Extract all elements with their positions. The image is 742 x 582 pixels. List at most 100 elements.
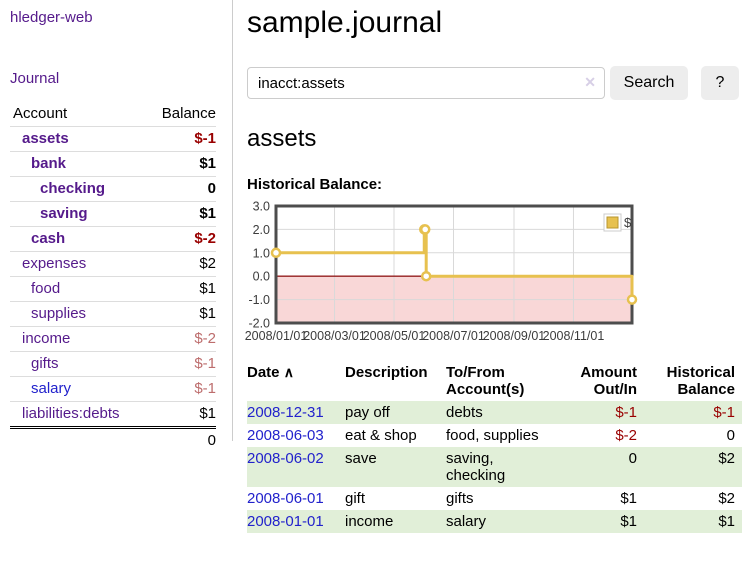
transaction-accounts: debts (446, 404, 483, 421)
chart-y-tick-label: 0.0 (253, 270, 270, 284)
search-button[interactable]: Search (610, 66, 688, 100)
sidebar-item-journal[interactable]: Journal (10, 70, 60, 87)
transaction-date-link[interactable]: 2008-06-01 (247, 490, 324, 507)
transaction-amount: 0 (628, 450, 637, 467)
transaction-description: pay off (345, 404, 390, 421)
chart-border (274, 204, 634, 325)
register-table-body: 2008-12-31 pay off debts $-1 $-1 2008-06-03 ea… (247, 401, 742, 533)
accounts-table-header: Account Balance (10, 102, 216, 127)
transaction-amount: $-1 (615, 404, 637, 421)
register-header-row: Date ∧ Description To/From Account(s) Am… (247, 361, 742, 401)
main-content: sample.journal ✕ Search ? assets Histori… (245, 0, 742, 533)
account-link[interactable]: checking (40, 180, 106, 197)
transaction-description: gift (345, 490, 366, 507)
chart-label: Historical Balance: (247, 176, 383, 193)
account-balance: $-1 (145, 376, 216, 402)
transaction-date-link[interactable]: 2008-01-01 (247, 513, 324, 530)
register-header-accounts: To/From Account(s) (446, 364, 525, 398)
chart-y-tick-label: 3.0 (253, 200, 270, 214)
account-link[interactable]: supplies (31, 305, 87, 322)
account-balance: $1 (145, 301, 216, 327)
transaction-date-link[interactable]: 2008-12-31 (247, 404, 324, 421)
account-row: food $1 (10, 276, 216, 302)
account-balance: $-2 (145, 326, 216, 352)
transaction-date-link[interactable]: 2008-06-02 (247, 450, 324, 467)
register-header-date[interactable]: Date ∧ (247, 364, 294, 381)
transaction-row: 2008-12-31 pay off debts $-1 $-1 (247, 401, 742, 424)
account-link[interactable]: liabilities:debts (22, 405, 120, 422)
transaction-amount: $1 (620, 490, 637, 507)
account-row: liabilities:debts $1 (10, 401, 216, 428)
account-balance: $1 (145, 201, 216, 227)
account-row: gifts $-1 (10, 351, 216, 377)
account-link[interactable]: saving (40, 205, 88, 222)
account-row: expenses $2 (10, 251, 216, 277)
chart-x-tick-label: 2008/05/01 (363, 329, 426, 343)
clear-search-icon[interactable]: ✕ (584, 74, 596, 90)
account-balance: $1 (145, 401, 216, 428)
chart-x-tick-label: 2008/11/01 (543, 329, 605, 343)
account-row: checking 0 (10, 176, 216, 202)
account-row: income $-2 (10, 326, 216, 352)
account-link[interactable]: cash (31, 230, 66, 247)
transaction-amount: $1 (620, 513, 637, 530)
transaction-amount: $-2 (615, 427, 637, 444)
transaction-accounts: gifts (446, 490, 474, 507)
page-title: sample.journal (247, 6, 443, 39)
transaction-row: 2008-06-03 eat & shop food, supplies $-2 0 (247, 424, 742, 447)
chart-legend-swatch (606, 216, 619, 229)
app-title-link[interactable]: hledger-web (10, 9, 93, 26)
transaction-row: 2008-06-02 save saving, checking 0 $2 (247, 447, 742, 487)
register-header-balance: Historical Balance (666, 364, 735, 398)
account-link[interactable]: bank (31, 155, 67, 172)
account-row: salary $-1 (10, 376, 216, 402)
transaction-balance: 0 (726, 427, 735, 444)
sidebar-divider (232, 0, 233, 441)
accounts-table: Account Balance assets $-1 bank $1 checking 0… (10, 102, 216, 453)
account-link[interactable]: expenses (22, 255, 87, 272)
account-link[interactable]: assets (22, 130, 69, 147)
transaction-date-link[interactable]: 2008-06-03 (247, 427, 324, 444)
account-link[interactable]: food (31, 280, 61, 297)
register-header-amount: Amount Out/In (580, 364, 637, 398)
transaction-balance: $1 (718, 513, 735, 530)
help-button[interactable]: ? (701, 66, 739, 100)
accounts-total-balance: 0 (145, 426, 216, 453)
chart-data-point (419, 224, 431, 235)
transaction-balance: $2 (718, 490, 735, 507)
transaction-balance: $-1 (713, 404, 735, 421)
chart-data-point (270, 247, 282, 259)
register-header-description: Description (345, 364, 428, 381)
chart-data-point (420, 270, 432, 282)
account-row: supplies $1 (10, 301, 216, 327)
chart-x-tick-label: 2008/09/01 (483, 329, 546, 343)
account-link[interactable]: income (22, 330, 71, 347)
account-link[interactable]: gifts (31, 355, 59, 372)
app-title: hledger-web (10, 9, 226, 26)
chart-y-tick-label: -2.0 (248, 317, 270, 331)
account-balance: 0 (145, 176, 216, 202)
account-row: saving $1 (10, 201, 216, 227)
account-heading: assets (247, 125, 317, 152)
transaction-accounts: salary (446, 513, 487, 530)
account-row: assets $-1 (10, 126, 216, 152)
account-balance: $2 (145, 251, 216, 277)
chart-x-tick-label: 2008/07/01 (422, 329, 485, 343)
accounts-total-spacer (10, 426, 146, 453)
search-input-wrap: ✕ (247, 67, 605, 99)
account-balance: $-1 (145, 351, 216, 377)
search-form: ✕ Search ? (247, 66, 742, 100)
account-link[interactable]: salary (31, 380, 72, 397)
balance-chart: 3.0 2.0 1.0 0.0 -1.0 -2.02008/01/012008/03/01… (245, 200, 638, 343)
search-input[interactable] (247, 67, 605, 99)
account-row: bank $1 (10, 151, 216, 177)
transaction-row: 2008-06-01 gift gifts $1 $2 (247, 487, 742, 510)
transaction-balance: $2 (718, 450, 735, 467)
transaction-description: income (345, 513, 394, 530)
sidebar: hledger-web Journal Account Balance asse… (0, 0, 232, 453)
chart-data-point (626, 294, 638, 305)
account-balance: $1 (145, 151, 216, 177)
transaction-description: save (345, 450, 377, 467)
sort-ascending-icon: ∧ (283, 364, 294, 380)
transaction-description: eat & shop (345, 427, 417, 444)
